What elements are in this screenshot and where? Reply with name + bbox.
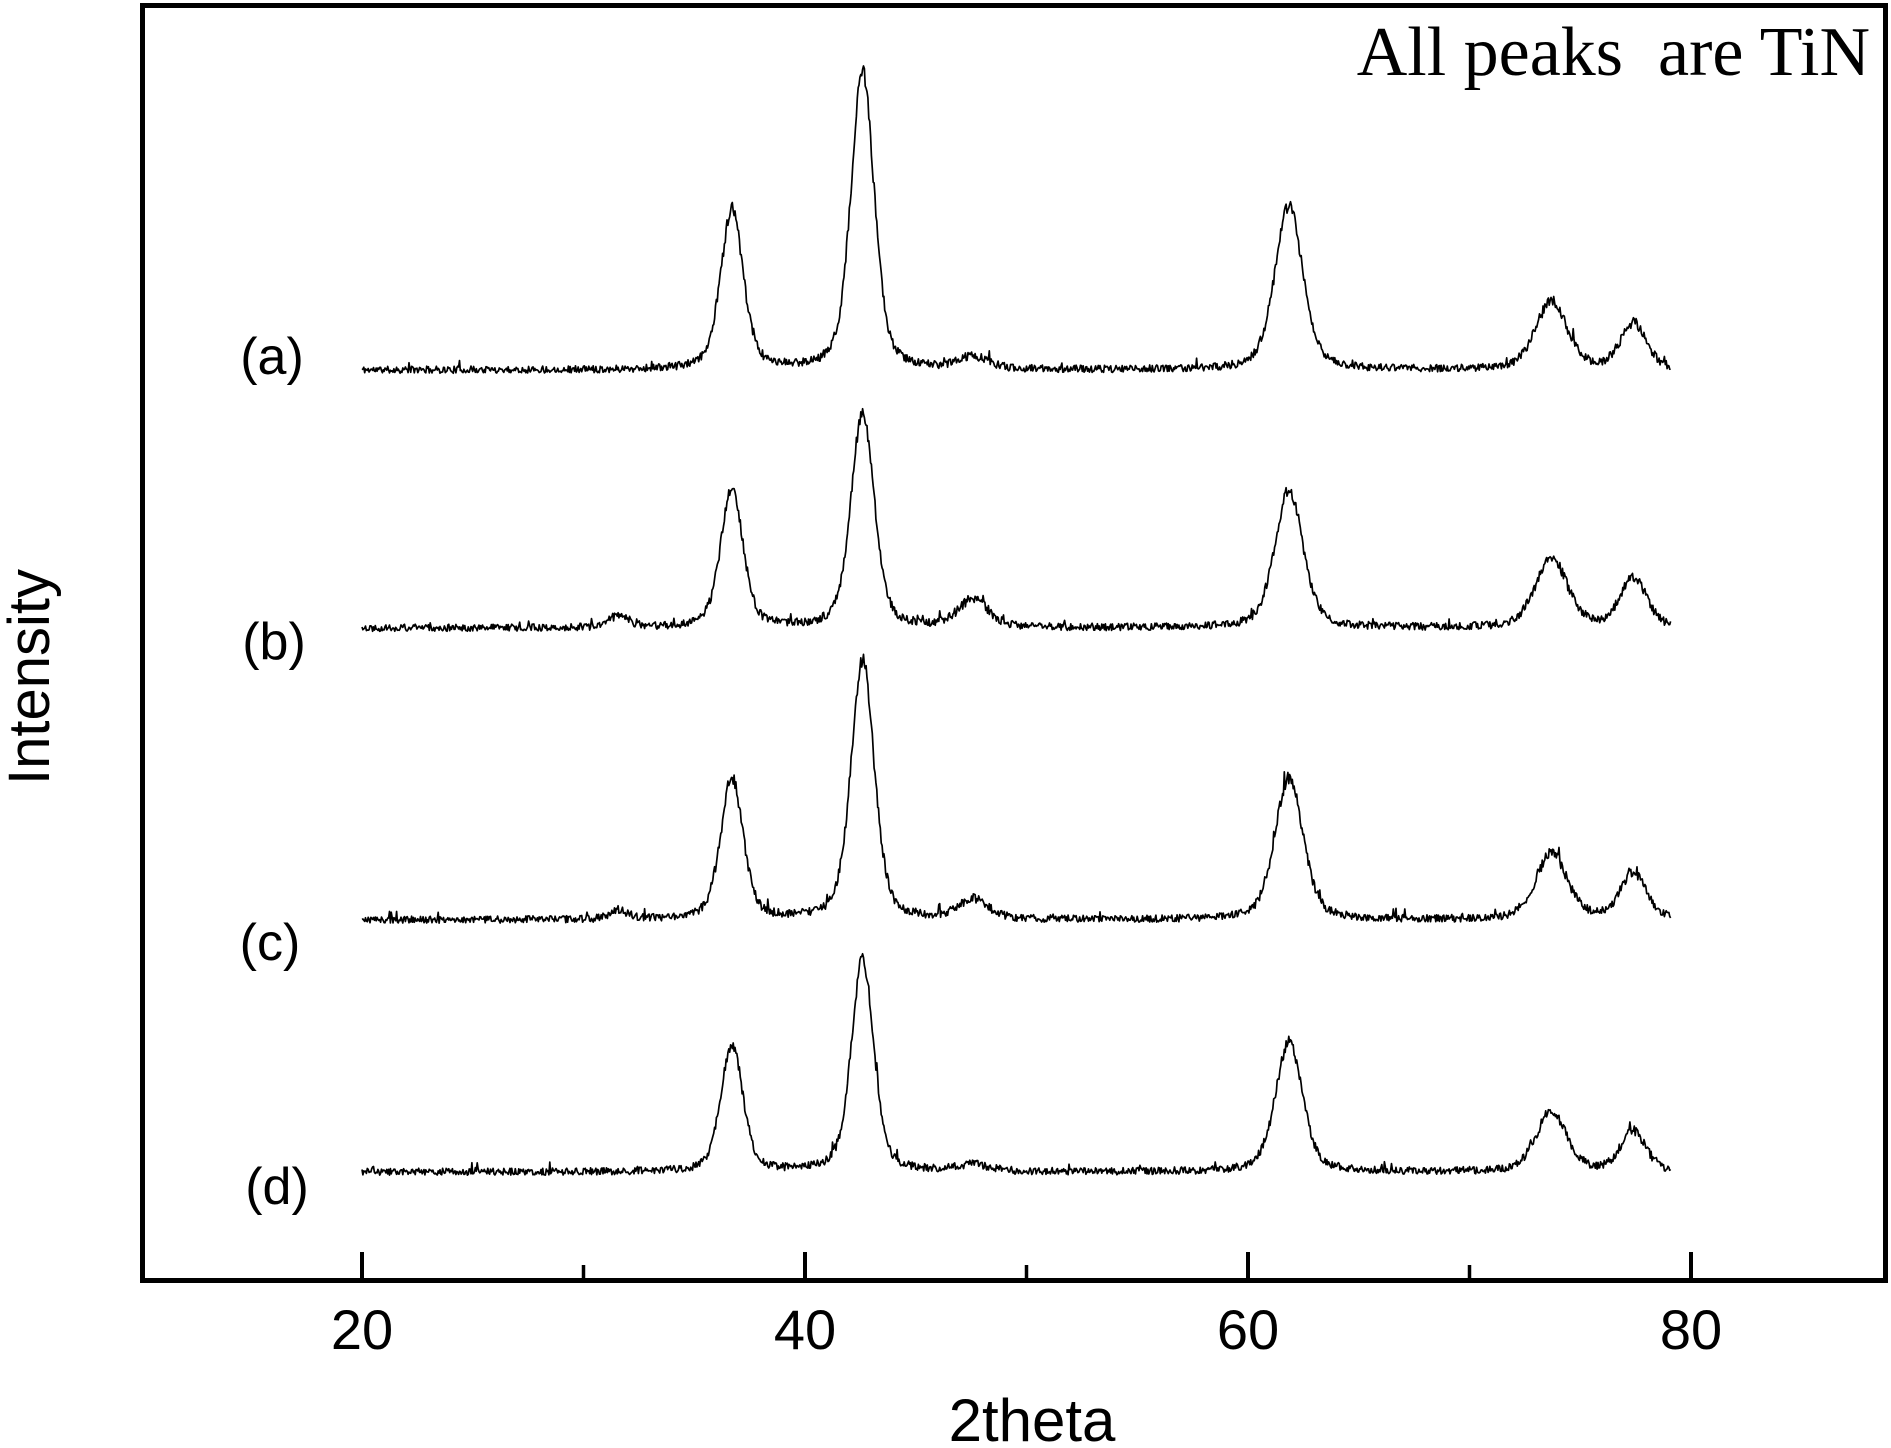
y-axis-title: Intensity — [0, 569, 62, 785]
curve-label-a: (a) — [240, 328, 304, 386]
xrd-trace-d — [361, 952, 1672, 1177]
curve-label-b: (b) — [242, 613, 306, 671]
x-tick-label-40: 40 — [773, 1298, 837, 1361]
curve-label-c: (c) — [239, 914, 301, 972]
xrd-trace-a — [361, 65, 1671, 375]
plot-border — [140, 3, 1888, 1283]
x-tick-label-60: 60 — [1216, 1298, 1280, 1361]
curve-label-d: (d) — [245, 1158, 309, 1216]
xrd-trace-b — [361, 407, 1672, 633]
x-tick-label-20: 20 — [330, 1298, 394, 1361]
xrd-trace-c — [361, 653, 1672, 924]
annotation-all-peaks-tin: All peaks are TiN — [1356, 14, 1870, 91]
x-tick-label-80: 80 — [1659, 1298, 1723, 1361]
x-axis-title: 2theta — [948, 1387, 1116, 1448]
